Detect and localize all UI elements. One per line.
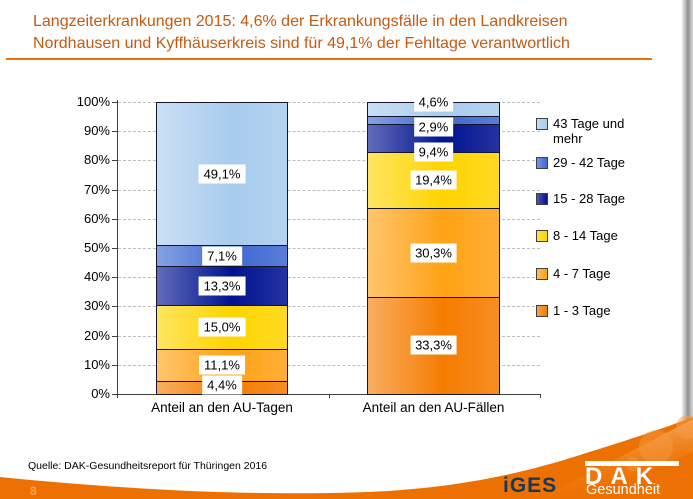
value-label: 4,6% [413,92,454,112]
y-axis-tick-label: 10% [83,356,110,372]
gridline [118,218,540,220]
gridline [118,277,540,279]
gridline [118,335,540,337]
legend-label: 15 - 28 Tage [553,191,626,206]
value-label: 7,1% [202,246,242,266]
category-label: Anteil an den AU-Fällen [362,400,505,415]
value-label: 2,9% [413,117,454,137]
dak-logo-subtext: Gesundheit [586,482,661,498]
source-note: Quelle: DAK-Gesundheitsreport für Thürin… [28,460,268,472]
y-axis-tick-label: 80% [83,152,110,168]
legend-label: 8 - 14 Tage [553,228,618,243]
y-axis-tick-label: 30% [83,298,110,314]
gridline [118,131,540,133]
y-axis-tick-label: 90% [83,123,110,139]
legend-swatch [536,118,548,130]
value-label: 4,4% [202,375,242,395]
swoosh-bubble [639,430,673,464]
page-number: 8 [30,484,37,498]
y-axis-tick-label: 40% [83,269,110,285]
category-label: Anteil an den AU-Tagen [151,400,293,415]
y-axis-tick [112,248,117,249]
value-label: 15,0% [198,317,246,337]
gridline [118,248,540,249]
slide-title-line2: Nordhausen und Kyffhäuserkreis sind für … [33,35,570,52]
value-label: 11,1% [199,355,245,375]
dak-logo-bar [585,461,679,466]
legend-label: 43 Tage und mehr [553,116,625,146]
swoosh-wave [0,417,693,499]
legend-swatch [536,230,548,242]
y-axis-line [117,100,118,394]
y-axis-tick-label: 0% [91,386,110,401]
legend-swatch [536,193,548,205]
iges-logo: iGES [503,474,558,497]
x-axis-tick [117,394,118,398]
value-label: 19,4% [410,170,457,190]
gridline [118,364,540,366]
y-axis-tick [112,306,117,308]
y-axis-tick [112,131,117,133]
dak-logo-text: DAK [585,463,661,490]
y-axis-tick [112,218,117,220]
y-axis-tick-label: 20% [83,327,110,343]
value-label: 13,3% [198,276,246,296]
y-axis-tick [112,394,117,395]
slide-edge-shadow [681,0,693,499]
legend-label: 4 - 7 Tage [553,266,611,281]
y-axis-tick [112,364,117,366]
slide-title-line1: Langzeiterkrankungen 2015: 4,6% der Erkr… [33,13,568,30]
y-axis-tick-label: 70% [83,181,110,197]
legend-label: 1 - 3 Tage [553,303,611,318]
swoosh-highlight [540,419,693,499]
gridline [118,102,540,103]
y-axis-tick [112,160,117,162]
y-axis-tick [112,102,117,103]
y-axis-tick [112,189,117,191]
slide-title: Langzeiterkrankungen 2015: 4,6% der Erkr… [33,11,665,55]
y-axis-tick [112,335,117,337]
y-axis-tick-label: 100% [76,94,110,109]
gridline [118,306,540,308]
legend-swatch [536,157,548,169]
legend-swatch [536,305,548,317]
value-label: 33,3% [410,335,457,355]
value-label: 49,1% [198,164,246,184]
value-label: 30,3% [410,243,457,263]
value-label: 9,4% [413,142,454,162]
swoosh-bubble [676,415,693,439]
gridline [118,189,540,191]
title-underline [6,58,652,60]
gridline [118,160,540,162]
x-axis-tick [328,394,330,398]
x-axis-tick [540,394,541,398]
y-axis-tick-label: 60% [83,210,110,226]
legend-swatch [536,268,548,280]
y-axis-tick [112,277,117,279]
y-axis-tick-label: 50% [83,240,110,255]
legend-label: 29 - 42 Tage [553,155,626,170]
